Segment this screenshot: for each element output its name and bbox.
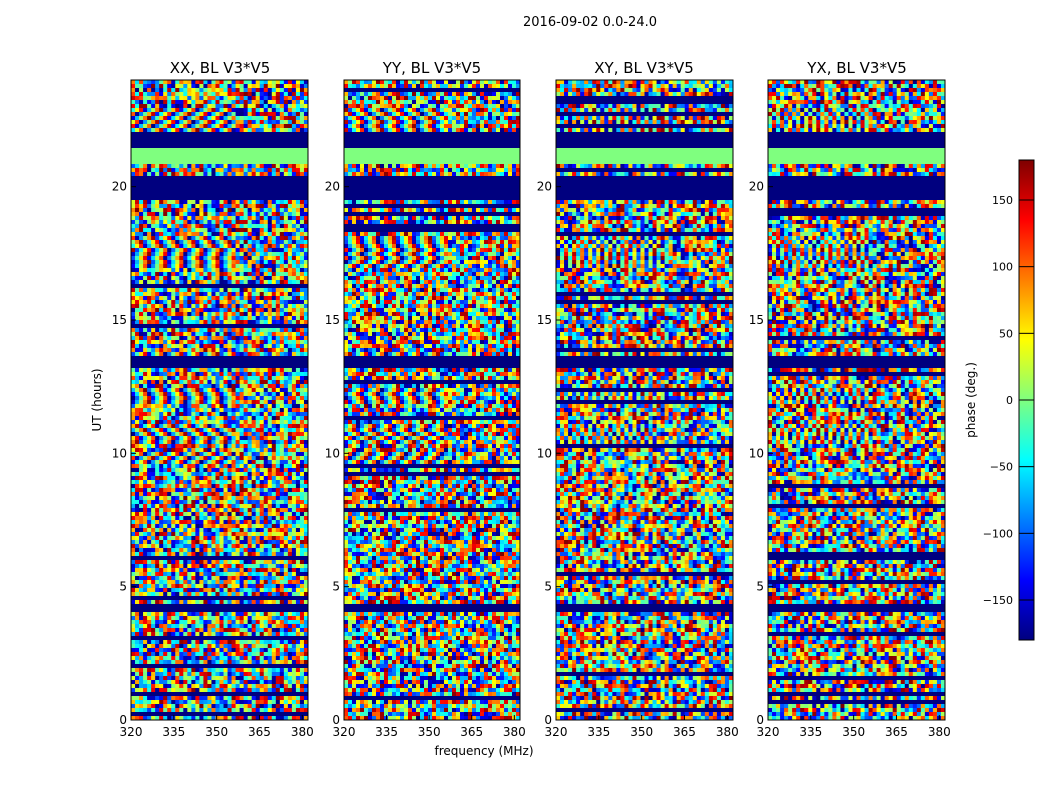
- panel-yx: YX, BL V3*V5 320 335 350 365 380 0 5 10 15 20: [749, 59, 951, 739]
- y-tick-label: 15: [112, 313, 127, 327]
- colorbar-tick-label: 50: [999, 327, 1013, 340]
- colorbar-tick-label: 0: [1006, 394, 1013, 407]
- colorbar-tick-label: −150: [983, 594, 1013, 607]
- y-tick-label: 20: [749, 180, 764, 194]
- y-tick-label: 0: [119, 713, 127, 727]
- colorbar-label: phase (deg.): [964, 362, 978, 438]
- y-tick-label: 5: [119, 580, 127, 594]
- x-tick-label: 365: [673, 725, 696, 739]
- y-tick-label: 15: [325, 313, 340, 327]
- x-tick-label: 380: [716, 725, 739, 739]
- x-axis-label: frequency (MHz): [434, 744, 533, 758]
- x-tick-label: 365: [885, 725, 908, 739]
- phase-heatmap-yy: [344, 80, 520, 720]
- y-tick-label: 5: [332, 580, 340, 594]
- x-tick-label: 335: [375, 725, 398, 739]
- x-tick-label: 350: [630, 725, 653, 739]
- panel-yy: YY, BL V3*V5 320 335 350 365 380 0 5 10 15 20: [325, 59, 526, 739]
- phase-heatmap-yx: [768, 80, 945, 720]
- figure-suptitle: 2016-09-02 0.0-24.0: [523, 15, 657, 30]
- phase-heatmap-xx: [131, 80, 308, 720]
- y-tick-label: 0: [756, 713, 764, 727]
- colorbar-tick-label: −50: [990, 461, 1013, 474]
- y-tick-label: 10: [325, 446, 340, 460]
- y-tick-label: 10: [112, 446, 127, 460]
- y-tick-label: 5: [756, 580, 764, 594]
- x-tick-label: 320: [120, 725, 143, 739]
- colorbar-tick-label: −100: [983, 527, 1013, 540]
- colorbar-tick-label: 150: [992, 194, 1013, 207]
- y-axis-label: UT (hours): [90, 368, 104, 431]
- x-tick-label: 365: [460, 725, 483, 739]
- x-tick-label: 320: [545, 725, 568, 739]
- y-tick-label: 0: [544, 713, 552, 727]
- x-tick-label: 335: [587, 725, 610, 739]
- x-tick-label: 350: [842, 725, 865, 739]
- y-tick-label: 15: [749, 313, 764, 327]
- panel-title: YY, BL V3*V5: [382, 59, 481, 77]
- phase-heatmap-xy: [556, 80, 733, 720]
- y-tick-label: 20: [325, 180, 340, 194]
- axes-frame: [555, 79, 734, 721]
- y-tick-label: 0: [332, 713, 340, 727]
- colorbar: 150 100 50 0 −50 −100 −150 phase (deg.): [964, 159, 1035, 641]
- x-tick-label: 380: [291, 725, 314, 739]
- axes-frame: [130, 79, 309, 721]
- x-tick-label: 335: [162, 725, 185, 739]
- x-tick-label: 380: [503, 725, 526, 739]
- x-tick-label: 350: [418, 725, 441, 739]
- y-tick-label: 20: [112, 180, 127, 194]
- y-tick-label: 5: [544, 580, 552, 594]
- colorbar-tick-label: 100: [992, 261, 1013, 274]
- x-tick-label: 350: [205, 725, 228, 739]
- y-tick-label: 10: [749, 446, 764, 460]
- axes-frame: [767, 79, 946, 721]
- panel-title: XY, BL V3*V5: [594, 59, 694, 77]
- x-tick-label: 320: [333, 725, 356, 739]
- panel-title: XX, BL V3*V5: [170, 59, 271, 77]
- panel-xx: XX, BL V3*V5 320 335 350 365 380 0 5 10 15 20: [112, 59, 314, 739]
- y-tick-label: 15: [537, 313, 552, 327]
- y-tick-label: 10: [537, 446, 552, 460]
- x-tick-label: 320: [757, 725, 780, 739]
- x-tick-label: 380: [928, 725, 951, 739]
- y-tick-label: 20: [537, 180, 552, 194]
- x-tick-label: 365: [248, 725, 271, 739]
- panel-title: YX, BL V3*V5: [806, 59, 907, 77]
- panel-xy: XY, BL V3*V5 320 335 350 365 380 0 5 10 15 20: [537, 59, 739, 739]
- x-tick-label: 335: [799, 725, 822, 739]
- axes-frame: [343, 79, 521, 721]
